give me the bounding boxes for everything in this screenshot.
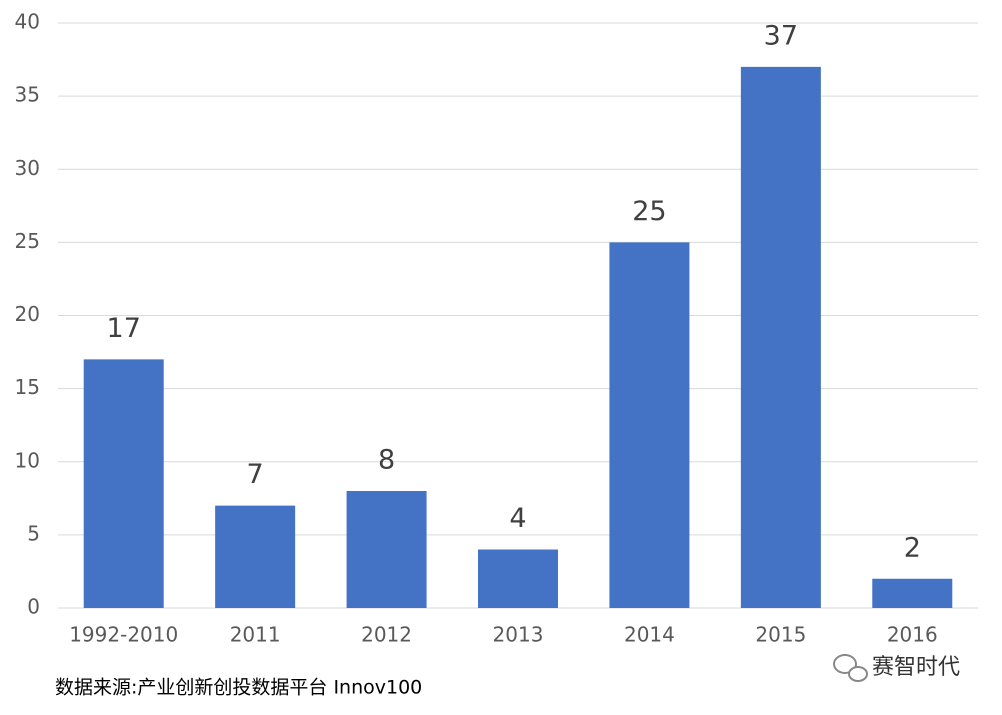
value-label: 8 [378,445,395,476]
x-tick-label: 2014 [624,623,675,647]
x-tick-label: 2016 [887,623,938,647]
value-label: 37 [764,20,798,51]
y-tick-label: 30 [15,156,40,180]
y-tick-label: 25 [15,229,40,253]
bar [83,359,164,608]
x-tick-label: 2015 [755,623,806,647]
bar [478,549,558,608]
value-label: 4 [509,503,526,534]
logo-bubble [833,654,857,674]
bar [346,491,427,608]
logo-bubble [848,666,868,682]
brand-logo [833,654,868,682]
bar [215,505,296,608]
x-tick-label: 1992-2010 [69,623,178,647]
y-tick-label: 0 [27,595,40,619]
brand-name: 赛智时代 [872,655,960,680]
y-tick-label: 15 [15,375,40,399]
value-label: 7 [247,459,264,490]
value-label: 17 [107,313,141,344]
y-tick-label: 10 [15,448,40,472]
y-tick-label: 5 [27,521,40,545]
x-tick-label: 2011 [230,623,281,647]
bar [609,242,690,608]
y-tick-label: 35 [15,83,40,107]
bar [740,66,821,608]
value-label: 2 [904,532,921,563]
y-tick-label: 20 [15,302,40,326]
source-note: 数据来源:产业创新创投数据平台 Innov100 [55,677,422,699]
value-label: 25 [632,196,666,227]
x-tick-label: 2013 [493,623,544,647]
bar [872,578,953,608]
y-tick-label: 40 [15,10,40,34]
x-tick-label: 2012 [361,623,412,647]
